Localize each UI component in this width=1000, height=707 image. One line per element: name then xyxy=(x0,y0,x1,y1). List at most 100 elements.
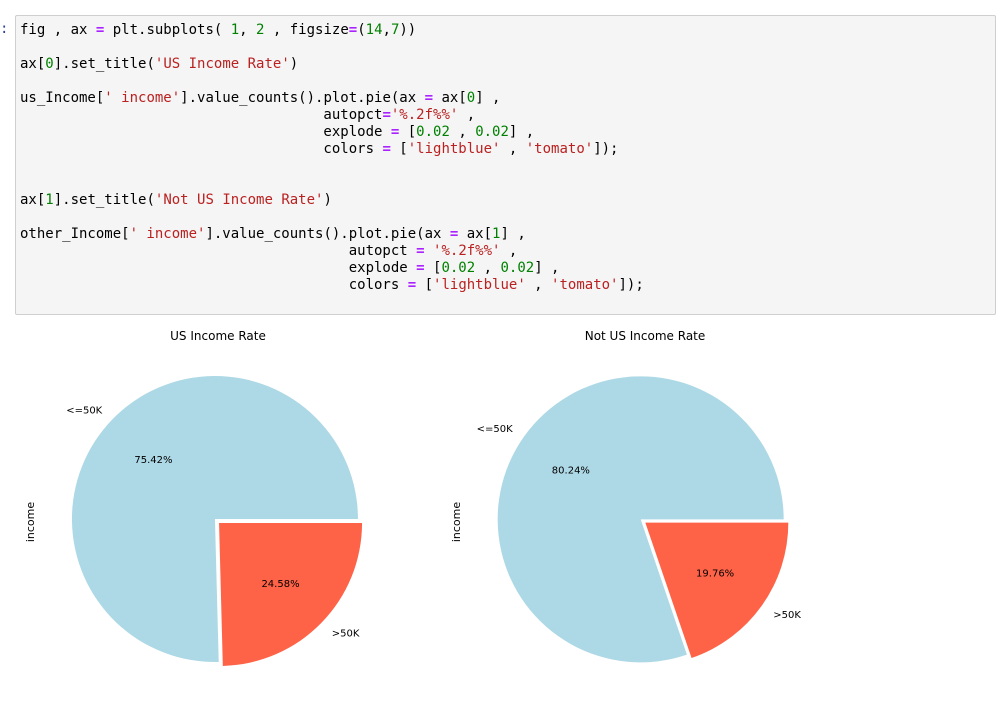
code-token: ( xyxy=(357,22,366,38)
code-token: ax[ xyxy=(458,226,493,242)
code-token: explode xyxy=(20,260,417,276)
slice-category-label: >50K xyxy=(332,629,360,640)
code-token: = xyxy=(390,124,400,140)
code-line: other_Income[' income'].value_counts().p… xyxy=(20,226,644,243)
code-token: explode xyxy=(20,124,391,140)
code-token: 'lightblue' xyxy=(407,141,501,157)
code-token: 0.02 xyxy=(475,124,509,140)
code-token: colors xyxy=(20,277,408,293)
code-cell[interactable]: fig , ax = plt.subplots( 1, 2 , figsize=… xyxy=(15,15,996,315)
code-token: '%.2f%%' xyxy=(390,107,459,123)
code-token: 0.02 xyxy=(500,260,535,276)
pie-slice xyxy=(497,376,784,663)
code-token: ] , xyxy=(500,226,526,242)
slice-category-label: <=50K xyxy=(477,424,513,435)
code-token: ].set_title( xyxy=(53,192,155,208)
code-line: autopct = '%.2f%%' , xyxy=(20,243,644,260)
code-token: 14 xyxy=(365,22,383,38)
pie-slice xyxy=(645,522,789,658)
code-token: 1 xyxy=(45,192,54,208)
code-token: = xyxy=(382,141,391,157)
code-token: ax[ xyxy=(20,56,46,72)
code-editor[interactable]: fig , ax = plt.subplots( 1, 2 , figsize=… xyxy=(20,22,644,294)
slice-percent-label: 80.24% xyxy=(552,465,590,476)
code-token: 'tomato' xyxy=(525,141,594,157)
code-token: ] , xyxy=(508,124,535,140)
code-line: fig , ax = plt.subplots( 1, 2 , figsize=… xyxy=(20,22,644,39)
code-token: = xyxy=(416,260,425,276)
code-token: = xyxy=(382,107,391,123)
y-axis-label: income xyxy=(450,502,463,543)
code-line xyxy=(20,73,644,90)
code-token: 'US Income Rate' xyxy=(154,56,290,72)
code-token: [ xyxy=(424,260,442,276)
chart-title: Not US Income Rate xyxy=(585,329,706,343)
code-line xyxy=(20,158,644,175)
pie-chart-not-us: Not US Income Rate income <=50K 80.24% >50… xyxy=(450,329,801,663)
code-token: ]); xyxy=(618,277,644,293)
code-token: ].value_counts().plot.pie(ax xyxy=(180,90,425,106)
code-token: 'lightblue' xyxy=(433,277,526,293)
code-token: ] , xyxy=(534,260,560,276)
code-token: [ xyxy=(399,124,417,140)
code-token: ].value_counts().plot.pie(ax xyxy=(205,226,450,242)
chart-title: US Income Rate xyxy=(170,329,266,343)
code-token: ' income' xyxy=(129,226,206,242)
code-token: 0 xyxy=(45,56,54,72)
code-line xyxy=(20,39,644,56)
code-token: ' income' xyxy=(104,90,181,106)
code-token: )) xyxy=(399,22,417,38)
code-token: , xyxy=(449,124,476,140)
code-token: = xyxy=(416,243,425,259)
code-token: ]); xyxy=(593,141,619,157)
code-token: colors xyxy=(20,141,383,157)
code-token: 1 xyxy=(492,226,501,242)
code-token: 'Not US Income Rate' xyxy=(154,192,324,208)
slice-percent-label: 75.42% xyxy=(134,455,172,466)
code-line: explode = [0.02 , 0.02] , xyxy=(20,124,644,141)
code-line: colors = ['lightblue' , 'tomato']); xyxy=(20,277,644,294)
code-line: us_Income[' income'].value_counts().plot… xyxy=(20,90,644,107)
code-token: , xyxy=(500,141,526,157)
code-token: 0.02 xyxy=(441,260,476,276)
code-token: 'tomato' xyxy=(551,277,619,293)
code-token: = xyxy=(407,277,417,293)
code-token: [ xyxy=(416,277,434,293)
code-line: colors = ['lightblue' , 'tomato']); xyxy=(20,141,644,158)
code-token: , xyxy=(239,22,257,38)
slice-percent-label: 19.76% xyxy=(696,569,734,580)
code-line: ax[0].set_title('US Income Rate') xyxy=(20,56,644,73)
code-token: 2 xyxy=(256,22,265,38)
code-line xyxy=(20,209,644,226)
code-line: ax[1].set_title('Not US Income Rate') xyxy=(20,192,644,209)
code-token: = xyxy=(449,226,459,242)
code-token: = xyxy=(95,22,105,38)
code-token: ].set_title( xyxy=(53,56,155,72)
code-line: autopct='%.2f%%' , xyxy=(20,107,644,124)
code-token: ax[ xyxy=(433,90,467,106)
cell-prompt: : xyxy=(0,21,9,37)
pie-chart-us: US Income Rate income <=50K 75.42% >50K 24.… xyxy=(24,329,363,666)
code-token: ) xyxy=(289,56,299,72)
code-line xyxy=(20,175,644,192)
code-token: autopct xyxy=(20,243,417,259)
code-token: fig , ax xyxy=(20,22,96,38)
code-token: us_Income[ xyxy=(20,90,105,106)
code-token: , figsize xyxy=(264,22,349,38)
slice-category-label: <=50K xyxy=(66,405,102,416)
code-token: = xyxy=(424,90,434,106)
pie-slice xyxy=(219,522,363,666)
code-token: 1 xyxy=(230,22,240,38)
code-token xyxy=(425,243,433,259)
slice-category-label: >50K xyxy=(773,610,801,621)
pie-slice xyxy=(71,376,358,663)
code-token: '%.2f%%' xyxy=(433,243,501,259)
code-line: explode = [0.02 , 0.02] , xyxy=(20,260,644,277)
code-token: autopct xyxy=(20,107,383,123)
code-token: ) xyxy=(323,192,332,208)
code-token: [ xyxy=(390,141,408,157)
code-token: , xyxy=(475,260,501,276)
code-token: 0.02 xyxy=(416,124,450,140)
code-token: , xyxy=(500,243,518,259)
code-token: 7 xyxy=(390,22,400,38)
